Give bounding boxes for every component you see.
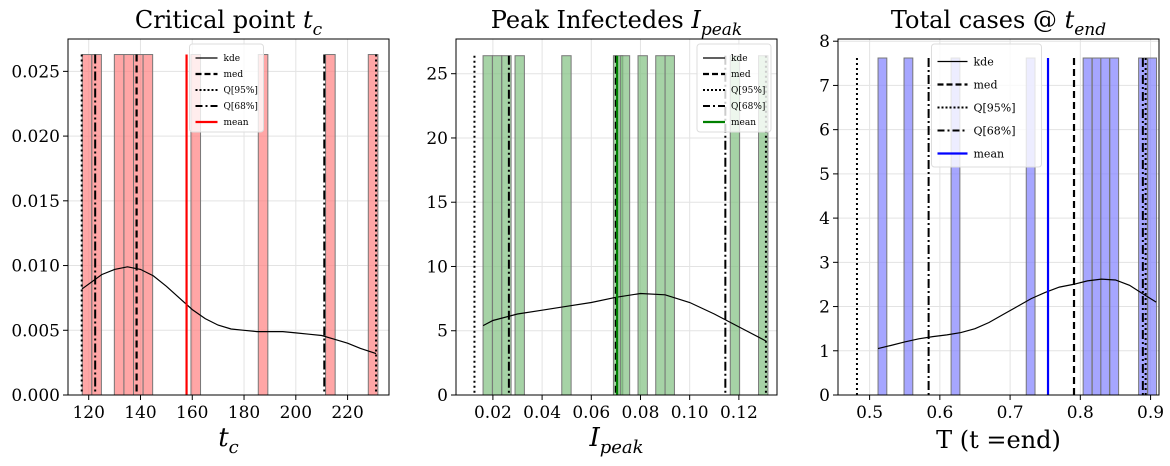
y-tick-label: 2 (819, 298, 830, 318)
legend-entry: Q[95%] (974, 101, 1016, 114)
legend: kde med Q[95%] Q[68%] mean (931, 43, 1042, 168)
hist-bar (113, 54, 125, 396)
x-tick-label: 0.8 (1067, 403, 1094, 423)
x-tick-label: 220 (331, 403, 363, 423)
x-tick-label: 0.9 (1137, 403, 1164, 423)
x-tick-label: 120 (72, 403, 104, 423)
hist-bar (903, 57, 914, 396)
hist-bar (325, 54, 336, 396)
hist-bar (482, 55, 493, 396)
legend-entry: med (224, 70, 244, 80)
y-tick-label: 0.025 (11, 62, 60, 82)
y-tick-label: 0 (819, 386, 830, 406)
hist-bar (142, 54, 154, 396)
hist-bar (619, 55, 631, 396)
hist-bar (1109, 57, 1120, 396)
legend-entry: Q[68%] (224, 102, 258, 112)
legend: kde med Q[95%] Q[68%] mean (189, 43, 264, 133)
y-tick-label: 4 (819, 209, 830, 229)
y-tick-label: 0.005 (11, 321, 60, 341)
x-tick-label: 180 (228, 403, 260, 423)
hist-bar (664, 55, 675, 396)
y-tick-label: 1 (819, 342, 830, 362)
hist-bar (491, 55, 503, 396)
y-tick-label: 0.020 (11, 127, 60, 147)
x-tick-label: 140 (124, 403, 156, 423)
chart-title: Critical point tc (135, 6, 323, 40)
hist-bar (81, 54, 93, 396)
legend-entry: mean (224, 118, 249, 128)
x-tick-label: 0.04 (523, 403, 561, 423)
chart-panel-1: 120 140 160 180 200 220 0.000 0.005 0.010 0.015 0.… (11, 6, 390, 458)
x-tick-label: 0.06 (572, 403, 610, 423)
hist-bar (1091, 57, 1102, 396)
y-tick-label: 0.010 (11, 257, 60, 277)
y-tick-label: 3 (819, 253, 830, 273)
legend: kde med Q[95%] Q[68%] mean (696, 43, 772, 133)
chart-panel-2: 0.02 0.04 0.06 0.08 0.10 0.12 0 5 10 15 20 25 Peak I… (426, 6, 778, 458)
hist-bar (877, 57, 888, 396)
x-tick-label: 0.10 (671, 403, 709, 423)
axes-frame (837, 38, 1160, 396)
hist-bar (655, 55, 666, 396)
x-tick-label: 0.12 (720, 403, 758, 423)
chart-panel-3: 0.5 0.6 0.7 0.8 0.9 0 1 2 3 4 5 6 7 8 Total cases @ te… (819, 6, 1164, 454)
kde-line (877, 278, 1157, 350)
y-tick-label: 10 (426, 257, 448, 277)
legend-box (931, 43, 1042, 168)
legend-entry: Q[95%] (731, 86, 765, 96)
legend-entry: kde (731, 54, 748, 64)
hist-bar (514, 55, 525, 396)
y-tick-label: 7 (819, 76, 830, 96)
y-tick-label: 5 (819, 165, 830, 185)
legend-entry: mean (731, 118, 756, 128)
x-tick-label: 0.6 (926, 403, 953, 423)
hist-bar (123, 54, 134, 396)
legend-entry: med (731, 70, 751, 80)
legend-entry: Q[95%] (224, 86, 258, 96)
chart-title: Total cases @ tend (891, 6, 1106, 40)
legend-entry: kde (224, 54, 241, 64)
kde-line (482, 292, 767, 342)
legend-box (189, 43, 264, 133)
y-tick-label: 20 (426, 129, 448, 149)
y-tick-label: 15 (426, 193, 448, 213)
hist-bar (132, 54, 144, 396)
x-axis-label: Ipeak (588, 423, 643, 458)
y-tick-label: 6 (819, 121, 830, 141)
hist-bar (501, 55, 512, 396)
x-axis-label: T (t =end) (936, 426, 1061, 454)
chart-title: Peak Infectedes Ipeak (491, 6, 742, 40)
y-tick-label: 0.015 (11, 192, 60, 212)
y-tick-label: 8 (819, 32, 830, 52)
hist-bar (561, 55, 572, 396)
axes-frame (455, 38, 778, 396)
x-tick-label: 160 (176, 403, 208, 423)
x-tick-label: 0.7 (997, 403, 1024, 423)
hist-bar (1082, 57, 1093, 396)
legend-entry: kde (974, 55, 994, 68)
x-tick-label: 0.08 (622, 403, 660, 423)
y-tick-label: 5 (437, 322, 448, 342)
x-tick-label: 200 (280, 403, 312, 423)
y-tick-label: 0.000 (11, 386, 60, 406)
hist-bar (1147, 57, 1158, 396)
x-tick-label: 0.5 (856, 403, 883, 423)
y-tick-label: 0 (437, 386, 448, 406)
axes-frame (67, 38, 390, 396)
legend-entry: med (974, 78, 998, 91)
hist-bar (91, 54, 102, 396)
legend-entry: mean (974, 147, 1005, 160)
hist-bar (637, 55, 648, 396)
legend-box (696, 43, 772, 133)
x-tick-label: 0.02 (474, 403, 512, 423)
legend-entry: Q[68%] (731, 102, 765, 112)
hist-bar (1100, 57, 1110, 396)
y-tick-label: 25 (426, 65, 448, 85)
legend-entry: Q[68%] (974, 124, 1016, 137)
x-axis-label: tc (218, 423, 239, 458)
